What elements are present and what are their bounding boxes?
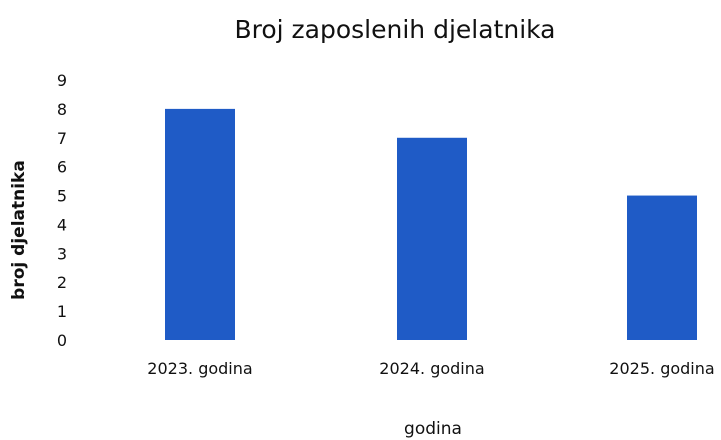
y-tick-label: 4: [57, 215, 67, 234]
y-tick-label: 0: [57, 331, 67, 350]
bar: [397, 137, 467, 340]
y-tick-label: 3: [57, 244, 67, 263]
category-label: 2024. godina: [379, 359, 484, 378]
y-tick-label: 5: [57, 187, 67, 206]
y-tick-label: 2: [57, 273, 67, 292]
y-tick-label: 9: [57, 71, 67, 90]
category-label: 2025. godina: [609, 359, 714, 378]
bar: [165, 108, 235, 340]
y-tick-label: 8: [57, 100, 67, 119]
category-label: 2023. godina: [147, 359, 252, 378]
y-tick-label: 7: [57, 129, 67, 148]
y-tick-label: 6: [57, 158, 67, 177]
y-tick-label: 1: [57, 302, 67, 321]
x-axis-title: godina: [404, 419, 462, 439]
bar: [627, 195, 697, 340]
category-labels: 2023. godina 2024. godina 2025. godina: [147, 359, 714, 378]
chart-title: Broj zaposlenih djelatnika: [234, 15, 555, 44]
y-axis-title: broj djelatnika: [9, 160, 29, 300]
y-tick-labels: 0 1 2 3 4 5 6 7 8 9: [57, 71, 67, 350]
bars: [165, 108, 697, 340]
